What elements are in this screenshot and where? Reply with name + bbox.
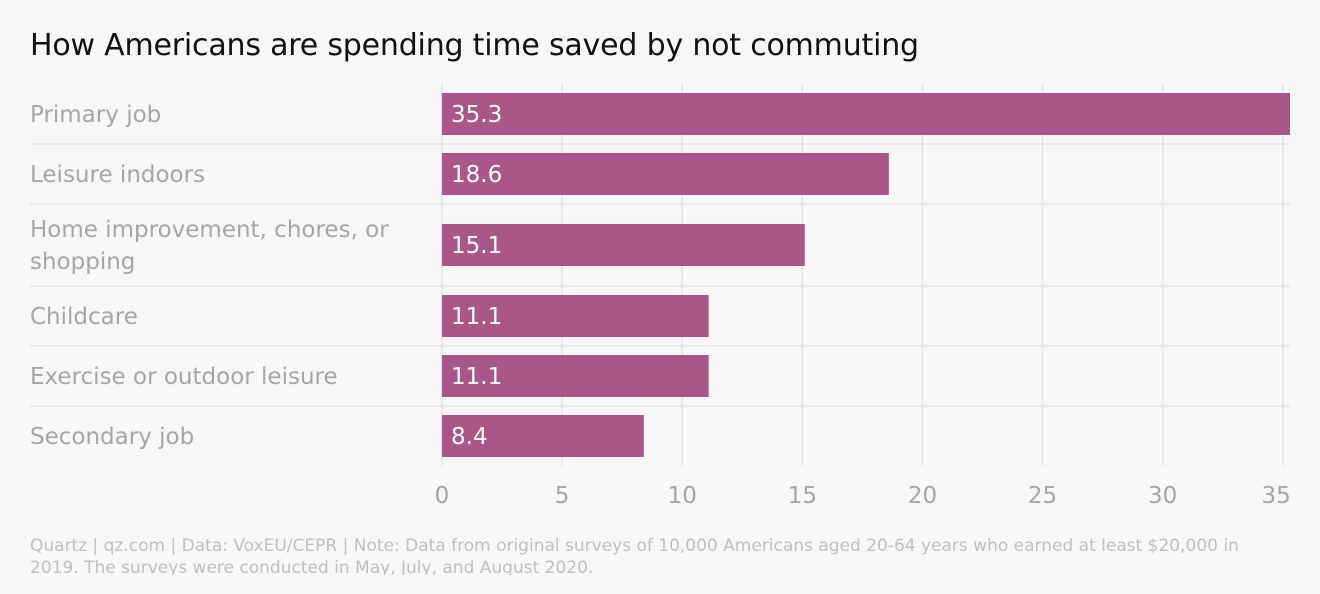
bar (442, 224, 805, 266)
chart-title: How Americans are spending time saved by… (30, 28, 919, 63)
category-label: Childcare (30, 304, 138, 330)
category-label: Primary job (30, 102, 161, 128)
x-tick-label: 5 (555, 483, 570, 509)
bar (442, 415, 644, 457)
category-label: Leisure indoors (30, 162, 205, 188)
bar-value-label: 15.1 (451, 233, 502, 259)
bar (442, 295, 709, 337)
chart-footer-note: Quartz | qz.com | Data: VoxEU/CEPR | Not… (30, 536, 1239, 575)
category-label: Home improvement, chores, or shopping (30, 217, 389, 275)
bar-value-label: 35.3 (451, 102, 502, 128)
x-tick-label: 35 (1262, 483, 1291, 509)
bar-value-label: 11.1 (451, 304, 502, 330)
x-tick-label: 30 (1148, 483, 1177, 509)
category-label: Secondary job (30, 424, 194, 450)
x-tick-label: 0 (435, 483, 450, 509)
bar (442, 355, 709, 397)
bar (442, 93, 1290, 135)
x-tick-label: 15 (788, 483, 817, 509)
category-label: Exercise or outdoor leisure (30, 364, 338, 390)
x-tick-label: 20 (908, 483, 937, 509)
bar-value-label: 11.1 (451, 364, 502, 390)
x-tick-label: 10 (668, 483, 697, 509)
bar (442, 153, 889, 195)
x-tick-label: 25 (1028, 483, 1057, 509)
bar-value-label: 8.4 (451, 424, 488, 450)
bar-value-label: 18.6 (451, 162, 502, 188)
